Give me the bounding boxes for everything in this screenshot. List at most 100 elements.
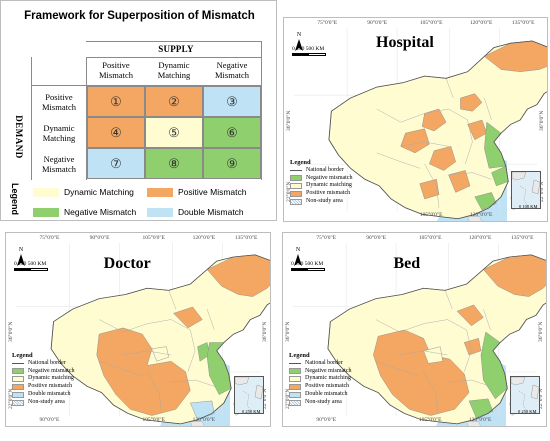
province-boundary xyxy=(399,350,448,356)
province-region xyxy=(173,306,203,329)
legend-swatch xyxy=(12,363,24,365)
longitude-label: 90°0'0"E xyxy=(367,20,388,26)
national-border xyxy=(328,40,547,220)
doctor-map-svg xyxy=(16,243,270,426)
latitude-label: 36°0'0"N xyxy=(286,111,292,132)
south-china-sea-inset xyxy=(510,376,540,414)
legend-label: Double Mismatch xyxy=(178,207,244,217)
legend-swatch xyxy=(290,175,302,182)
column-header-dynamic: Dynamic Matching xyxy=(157,60,191,80)
legend-swatch xyxy=(289,363,301,365)
legend-label: Negative Mismatch xyxy=(64,207,137,217)
hospital-map-title: Hospital xyxy=(376,34,434,51)
legend-label: Negative mismatch xyxy=(28,367,75,374)
legend-swatch xyxy=(290,198,302,205)
legend-item: Non-study area xyxy=(289,399,352,407)
province-boundary xyxy=(168,290,177,310)
legend-item: Positive mismatch xyxy=(12,383,75,391)
legend-label: Double mismatch xyxy=(28,390,71,397)
longitude-label: 120°0'0"E xyxy=(468,417,492,423)
province-boundary xyxy=(376,108,425,123)
longitude-label: 105°0'0"E xyxy=(419,212,443,218)
province-boundary xyxy=(448,172,492,180)
longitude-label: 105°0'0"E xyxy=(419,20,443,26)
legend-item: Non-study area xyxy=(12,399,75,407)
longitude-label: 120°0'0"E xyxy=(192,417,216,423)
bed-country-map xyxy=(327,254,546,426)
legend-title: Legend xyxy=(290,159,311,166)
province-boundary xyxy=(424,163,440,208)
column-header-negative: Negative Mismatch xyxy=(215,60,249,80)
province-region xyxy=(429,146,456,171)
north-arrow-icon xyxy=(294,254,302,266)
doctor-map-title: Doctor xyxy=(103,255,151,272)
supply-label: SUPPLY xyxy=(158,44,194,54)
national-border xyxy=(50,254,270,425)
latitude-label: 36°0'0"N xyxy=(538,321,544,342)
legend-label: Dynamic matching xyxy=(28,375,74,382)
legend-label: Negative mismatch xyxy=(306,174,353,181)
bed-map-title: Bed xyxy=(393,255,421,272)
longitude-label: 135°0'0"E xyxy=(511,20,535,26)
province-boundary xyxy=(99,361,143,377)
matrix-cell-7: ⑦ xyxy=(87,148,145,179)
province-boundary xyxy=(123,350,172,356)
row-header-negative: Negative Mismatch xyxy=(42,153,76,174)
province-region xyxy=(421,108,447,132)
longitude-label: 120°0'0"E xyxy=(192,235,216,241)
legend-label: Positive mismatch xyxy=(305,383,350,390)
legend-label: National border xyxy=(28,359,66,366)
legend-item: Double mismatch xyxy=(12,391,75,399)
south-china-sea-inset xyxy=(234,376,264,414)
scale-bar xyxy=(14,268,48,271)
scale-bar xyxy=(292,53,326,56)
legend-label: Positive Mismatch xyxy=(178,187,247,197)
legend-label: Non-study area xyxy=(306,197,343,204)
province-region xyxy=(400,128,430,154)
province-boundary xyxy=(375,319,424,333)
doctor-country-map xyxy=(50,254,270,426)
province-boundary xyxy=(423,371,439,414)
matrix-cell-1: ① xyxy=(87,86,145,117)
longitude-label: 75°0'0"E xyxy=(317,20,338,26)
matrix-cell-9: ⑨ xyxy=(203,148,261,179)
hospital-country-map xyxy=(328,40,547,221)
province-boundary xyxy=(146,371,162,414)
demand-label: DEMAND xyxy=(14,115,24,159)
matrix-cell-8: ⑧ xyxy=(145,148,203,179)
inset-map-svg xyxy=(511,171,541,207)
legend-swatch xyxy=(289,368,301,375)
province-region xyxy=(474,192,497,211)
legend-swatch xyxy=(289,384,301,391)
province-boundary xyxy=(445,78,454,99)
hainan-island xyxy=(466,421,481,426)
doctor-map-panel: Doctor 75°0'0"E 90°0'0"E 105°0'0"E 120°0'0"E… xyxy=(5,232,271,427)
matrix-cell-6: ⑥ xyxy=(203,117,261,148)
legend-swatch-positive xyxy=(147,187,173,197)
legend-item: Dynamic matching xyxy=(12,375,75,383)
matrix-cell-4: ④ xyxy=(87,117,145,148)
legend-swatch xyxy=(290,191,302,198)
longitude-label: 120°0'0"E xyxy=(469,212,493,218)
longitude-label: 105°0'0"E xyxy=(418,417,442,423)
province-boundary xyxy=(483,309,491,331)
legend-label: National border xyxy=(306,166,344,173)
province-boundary xyxy=(147,319,191,331)
legend-swatch xyxy=(290,183,302,190)
legend-label: Dynamic matching xyxy=(306,182,352,189)
north-arrow-icon xyxy=(295,39,303,51)
province-region xyxy=(456,304,484,327)
matrix-cell-5: ⑤ xyxy=(145,117,203,148)
legend-label: Positive mismatch xyxy=(306,190,351,197)
legend-label: Non-study area xyxy=(28,398,65,405)
province-boundary xyxy=(465,119,473,164)
hospital-legend: Legend National border Negative mismatch Dy… xyxy=(290,159,353,206)
province-boundary xyxy=(98,319,148,333)
province-region xyxy=(423,346,443,364)
longitude-label: 90°0'0"E xyxy=(316,417,337,423)
province-boundary xyxy=(444,290,453,310)
legend-label: National border xyxy=(305,359,343,366)
hainan-island xyxy=(467,216,482,221)
hospital-map-panel: Hospital 75°0'0"E 90°0'0"E 105°0'0"E 120°0'0… xyxy=(283,17,548,222)
bed-map-panel: Bed 75°0'0"E 90°0'0"E 105°0'0"E 120°0'0"E 135… xyxy=(282,232,547,427)
